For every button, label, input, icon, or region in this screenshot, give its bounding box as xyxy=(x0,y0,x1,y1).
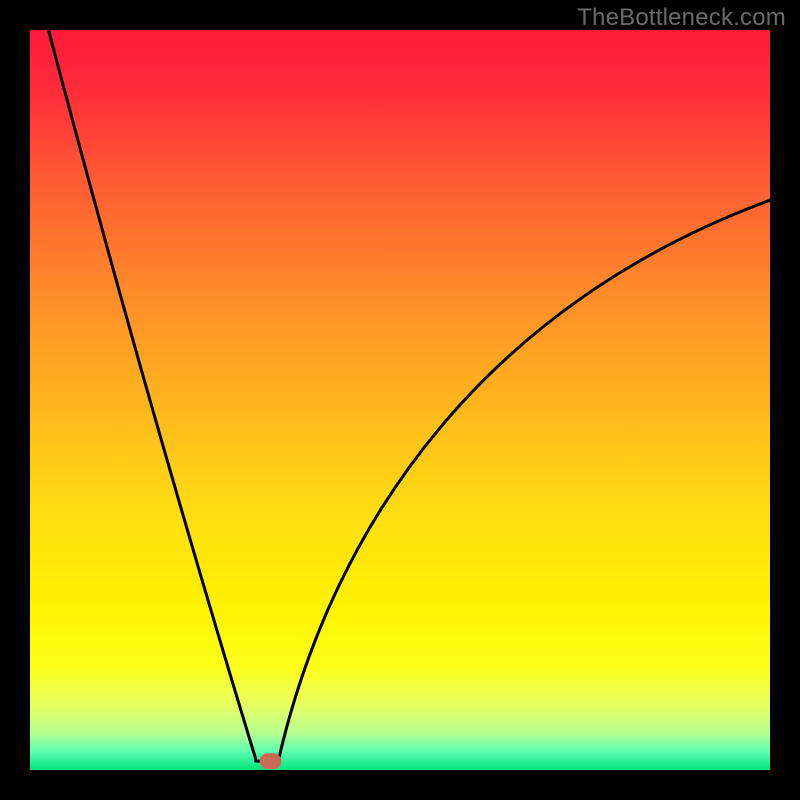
gradient-background xyxy=(30,30,770,770)
watermark-text: TheBottleneck.com xyxy=(577,4,786,32)
valley-marker xyxy=(260,754,281,769)
plot-area xyxy=(30,30,770,770)
chart-stage: TheBottleneck.com xyxy=(0,0,800,800)
plot-svg xyxy=(30,30,770,770)
